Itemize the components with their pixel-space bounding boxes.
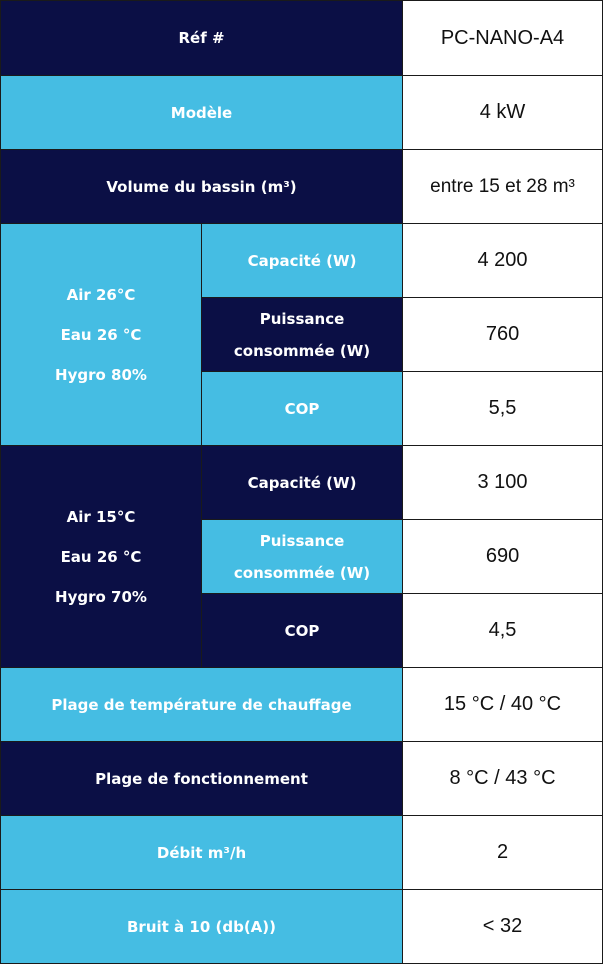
- cond2-hygro: Hygro 70%: [55, 587, 147, 606]
- table-row-cond2-cop: COP 4,5: [1, 593, 604, 668]
- cond1-capacity-label: Capacité (W): [200, 223, 404, 298]
- cond2-cop-label: COP: [200, 593, 404, 668]
- table-row-model: Modèle 4 kW: [0, 75, 604, 150]
- cond2-cop-value: 4,5: [402, 593, 604, 668]
- flow-label: Débit m³/h: [0, 815, 404, 890]
- cond1-air: Air 26°C: [66, 285, 136, 304]
- cond2-air: Air 15°C: [66, 507, 136, 526]
- heating-range-value: 15 °C / 40 °C: [402, 667, 604, 742]
- ref-label: Réf #: [0, 0, 404, 76]
- cond1-conditions: Air 26°C Eau 26 °C Hygro 80%: [0, 223, 202, 446]
- table-row-noise: Bruit à 10 (db(A)) < 32: [0, 889, 604, 964]
- cond2-power-label: Puissance consommée (W): [200, 519, 404, 594]
- noise-label: Bruit à 10 (db(A)): [0, 889, 404, 964]
- cond2-capacity-label: Capacité (W): [200, 445, 404, 520]
- model-value: 4 kW: [402, 75, 604, 150]
- table-row-cond1-cop: COP 5,5: [1, 371, 604, 446]
- table-row-cond2-power: Puissance consommée (W) 690: [1, 519, 604, 594]
- volume-label: Volume du bassin (m³): [0, 149, 404, 224]
- noise-value: < 32: [402, 889, 604, 964]
- table-row-flow: Débit m³/h 2: [0, 815, 604, 890]
- cond1-water: Eau 26 °C: [60, 325, 142, 344]
- cond1-cop-label: COP: [200, 371, 404, 446]
- operating-range-value: 8 °C / 43 °C: [402, 741, 604, 816]
- cond2-conditions: Air 15°C Eau 26 °C Hygro 70%: [0, 445, 202, 668]
- flow-value: 2: [402, 815, 604, 890]
- table-row-cond1-power: Puissance consommée (W) 760: [1, 297, 604, 372]
- cond2-power-label-line1: Puissance: [259, 531, 345, 550]
- table-row-ref: Réf # PC-NANO-A4: [0, 0, 604, 76]
- model-label: Modèle: [0, 75, 404, 150]
- cond2-power-label-line2: consommée (W): [233, 563, 371, 582]
- cond1-power-label-line2: consommée (W): [233, 341, 371, 360]
- operating-range-label: Plage de fonctionnement: [0, 741, 404, 816]
- heating-range-label: Plage de température de chauffage: [0, 667, 404, 742]
- cond2-water: Eau 26 °C: [60, 547, 142, 566]
- table-row-cond2-capacity: Air 15°C Eau 26 °C Hygro 70% Capacité (W…: [0, 445, 604, 668]
- cond2-power-value: 690: [402, 519, 604, 594]
- cond1-power-label: Puissance consommée (W): [200, 297, 404, 372]
- table-row-heating-range: Plage de température de chauffage 15 °C …: [0, 667, 604, 742]
- table-row-operating-range: Plage de fonctionnement 8 °C / 43 °C: [0, 741, 604, 816]
- cond1-power-label-line1: Puissance: [259, 309, 345, 328]
- table-row-cond1-capacity: Air 26°C Eau 26 °C Hygro 80% Capacité (W…: [0, 223, 604, 446]
- cond1-hygro: Hygro 80%: [55, 365, 147, 384]
- cond1-cop-value: 5,5: [402, 371, 604, 446]
- table-row-volume: Volume du bassin (m³) entre 15 et 28 m³: [0, 149, 604, 224]
- cond1-capacity-value: 4 200: [402, 223, 604, 298]
- cond1-power-value: 760: [402, 297, 604, 372]
- volume-value: entre 15 et 28 m³: [402, 149, 604, 224]
- cond2-capacity-value: 3 100: [402, 445, 604, 520]
- ref-value: PC-NANO-A4: [402, 0, 604, 76]
